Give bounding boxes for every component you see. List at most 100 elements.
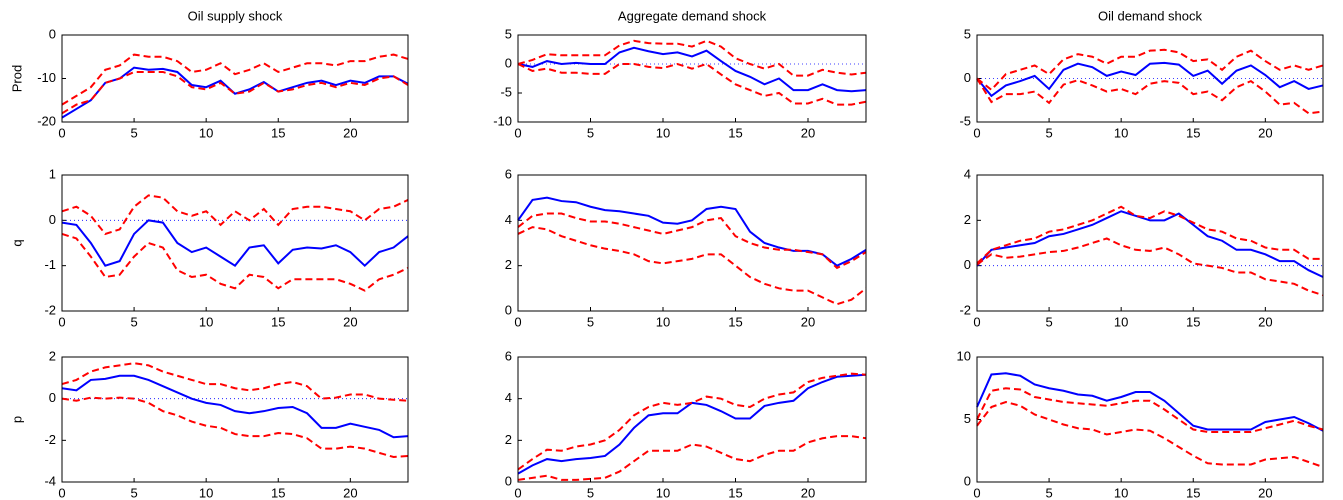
x-tick-label: 0 [514, 125, 521, 140]
x-tick-label: 15 [1186, 485, 1200, 500]
x-tick-label: 10 [1114, 314, 1128, 329]
y-tick-label: 2 [964, 212, 971, 227]
y-tick-label: 0 [49, 212, 56, 227]
y-tick-label: 2 [505, 257, 512, 272]
axes-frame [61, 174, 409, 312]
x-tick-label: 15 [1186, 314, 1200, 329]
response-line [61, 374, 409, 439]
y-tick-label: 5 [505, 26, 512, 41]
response-line [517, 196, 867, 267]
y-tick-label: 5 [964, 26, 971, 41]
band-line [517, 372, 867, 471]
x-tick-label: 10 [1114, 485, 1128, 500]
x-tick-label: 10 [199, 125, 213, 140]
x-tick-label: 0 [514, 314, 521, 329]
x-tick-label: 20 [1258, 314, 1272, 329]
x-tick-label: 10 [656, 125, 670, 140]
y-tick-label: 2 [49, 348, 56, 363]
band-line [61, 362, 409, 402]
panel-title: Aggregate demand shock [618, 8, 767, 23]
x-tick-label: 5 [130, 125, 137, 140]
y-tick-label: -2 [959, 302, 971, 317]
y-tick-label: -5 [959, 113, 971, 128]
panel: q 0 5 10 15 20 -2 -1 0 1 [9, 166, 409, 329]
band-line [517, 39, 867, 77]
y-tick-label: -10 [493, 113, 512, 128]
x-tick-label: 20 [343, 125, 357, 140]
y-tick-label: 0 [505, 302, 512, 317]
x-tick-label: 20 [343, 485, 357, 500]
band-line [61, 194, 409, 236]
y-tick-label: 1 [49, 166, 56, 181]
y-tick-label: -20 [37, 113, 56, 128]
axes-frame [61, 356, 409, 483]
y-tick-label: -1 [44, 257, 56, 272]
response-line [976, 372, 1324, 432]
x-tick-label: 10 [656, 314, 670, 329]
y-tick-label: -2 [44, 302, 56, 317]
x-tick-label: 15 [271, 485, 285, 500]
x-tick-label: 20 [801, 125, 815, 140]
band-line [976, 77, 1324, 115]
band-line [61, 70, 409, 115]
y-tick-label: 0 [964, 70, 971, 85]
response-line [61, 219, 409, 268]
band-line [976, 237, 1324, 297]
x-tick-label: 20 [1258, 125, 1272, 140]
axes-frame [517, 34, 867, 123]
x-tick-label: 15 [728, 485, 742, 500]
y-tick-label: 0 [964, 473, 971, 488]
y-tick-label: -5 [500, 84, 512, 99]
y-tick-label: 6 [505, 166, 512, 181]
x-tick-label: 0 [58, 314, 65, 329]
response-line [976, 61, 1324, 98]
x-tick-label: 10 [656, 485, 670, 500]
band-line [976, 205, 1323, 265]
x-tick-label: 15 [271, 125, 285, 140]
x-tick-label: 5 [587, 485, 594, 500]
x-tick-label: 10 [199, 314, 213, 329]
x-tick-label: 15 [728, 314, 742, 329]
response-line [517, 46, 867, 93]
x-tick-label: 5 [130, 314, 137, 329]
axes-frame [976, 356, 1324, 483]
response-line [517, 373, 867, 475]
panel: Oil supply shock Prod 0 5 10 15 20 -20 -10 0 [9, 8, 409, 140]
x-tick-label: 5 [587, 125, 594, 140]
panel: 0 5 10 15 20 0 2 4 6 [505, 348, 867, 500]
panel-title: Oil supply shock [188, 8, 283, 23]
y-tick-label: 2 [505, 432, 512, 447]
x-tick-label: 15 [271, 314, 285, 329]
y-tick-label: 10 [957, 348, 971, 363]
x-tick-label: 15 [1186, 125, 1200, 140]
x-tick-label: 0 [58, 485, 65, 500]
axes-frame [976, 174, 1324, 312]
y-tick-label: 0 [49, 26, 56, 41]
band-line [517, 435, 867, 481]
panel: p 0 5 10 15 20 -4 -2 0 2 [9, 348, 409, 500]
panel-title: Oil demand shock [1098, 8, 1203, 23]
band-line [517, 212, 867, 270]
y-tick-label: 0 [49, 390, 56, 405]
x-tick-label: 20 [801, 485, 815, 500]
band-line [517, 226, 867, 306]
y-tick-label: -4 [44, 473, 56, 488]
band-line [976, 48, 1324, 92]
y-tick-label: -10 [37, 70, 56, 85]
x-tick-label: 20 [1258, 485, 1272, 500]
axes-frame [61, 34, 409, 123]
axes-frame [517, 356, 867, 483]
axes-frame [517, 174, 867, 312]
y-tick-label: 0 [505, 55, 512, 70]
x-tick-label: 10 [1114, 125, 1128, 140]
x-tick-label: 5 [1045, 314, 1052, 329]
x-tick-label: 0 [973, 125, 980, 140]
response-line [976, 210, 1324, 278]
panel: Aggregate demand shock 0 5 10 15 20 -10 -5 0 5 [493, 8, 867, 140]
y-axis-label: Prod [9, 65, 24, 92]
y-tick-label: 0 [505, 473, 512, 488]
x-tick-label: 0 [514, 485, 521, 500]
band-line [976, 387, 1324, 433]
x-tick-label: 5 [130, 485, 137, 500]
